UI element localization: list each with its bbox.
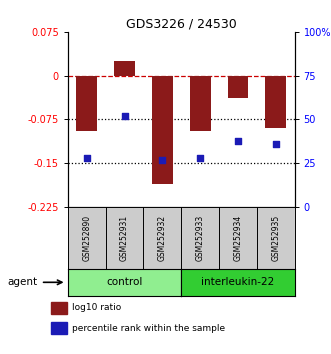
Bar: [51, 322, 67, 334]
Text: agent: agent: [7, 277, 37, 287]
Text: interleukin-22: interleukin-22: [201, 277, 274, 287]
Text: log10 ratio: log10 ratio: [72, 303, 121, 312]
Point: [84, 155, 89, 161]
Title: GDS3226 / 24530: GDS3226 / 24530: [126, 18, 237, 31]
Bar: [227, 76, 248, 98]
Bar: [114, 61, 135, 76]
Point: [122, 113, 127, 119]
Text: GSM252932: GSM252932: [158, 215, 167, 261]
Text: GSM252935: GSM252935: [271, 215, 280, 261]
Point: [198, 155, 203, 161]
Bar: [190, 76, 211, 131]
Text: GSM252933: GSM252933: [196, 215, 205, 261]
Text: GSM252931: GSM252931: [120, 215, 129, 261]
Bar: [51, 302, 67, 314]
Point: [235, 138, 241, 143]
Text: control: control: [106, 277, 143, 287]
Text: GSM252890: GSM252890: [82, 215, 91, 261]
Point: [273, 141, 278, 147]
Text: percentile rank within the sample: percentile rank within the sample: [72, 324, 225, 333]
Bar: [76, 76, 97, 131]
Point: [160, 157, 165, 162]
Text: GSM252934: GSM252934: [233, 215, 242, 261]
Bar: [152, 76, 173, 184]
Bar: [265, 76, 286, 128]
